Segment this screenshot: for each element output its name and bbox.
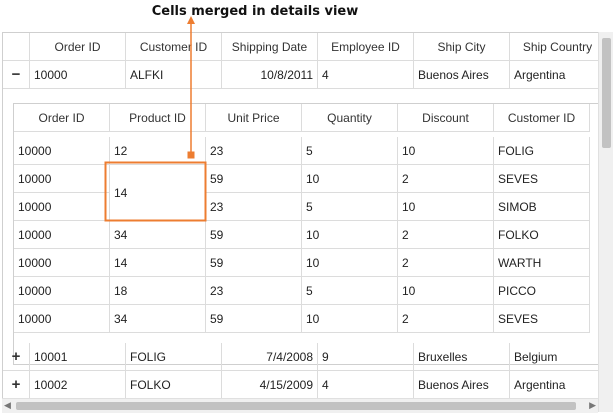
detail-cell-customer-id[interactable]: SEVES (494, 165, 590, 193)
detail-row[interactable]: 10000 23 5 10 SIMOB (14, 193, 590, 221)
cell-order-id[interactable]: 10001 (30, 343, 126, 371)
callout-label: Cells merged in details view (151, 4, 359, 19)
detail-cell-quantity[interactable]: 5 (302, 137, 398, 165)
col-header-shipping-date[interactable]: Shipping Date (222, 33, 318, 61)
detail-cell-customer-id[interactable]: FOLKO (494, 221, 590, 249)
detail-cell-quantity[interactable]: 10 (302, 249, 398, 277)
detail-cell-product-id[interactable]: 14 (110, 249, 206, 277)
detail-cell-order-id[interactable]: 10000 (14, 193, 110, 221)
detail-cell-quantity[interactable]: 5 (302, 193, 398, 221)
detail-cell-quantity[interactable]: 10 (302, 165, 398, 193)
detail-cell-unit-price[interactable]: 59 (206, 165, 302, 193)
cell-shipping-date[interactable]: 10/8/2011 (222, 61, 318, 89)
cell-order-id[interactable]: 10000 (30, 61, 126, 89)
cell-employee-id[interactable]: 4 (318, 61, 414, 89)
cell-ship-city[interactable]: Bruxelles (414, 343, 510, 371)
parent-header-row: Order ID Customer ID Shipping Date Emplo… (3, 33, 599, 61)
detail-cell-unit-price[interactable]: 23 (206, 277, 302, 305)
detail-cell-product-id[interactable]: 34 (110, 305, 206, 333)
expander-header (3, 33, 30, 61)
scroll-left-icon[interactable]: ◀ (4, 400, 11, 410)
detail-cell-discount[interactable]: 10 (398, 277, 494, 305)
detail-col-header-quantity[interactable]: Quantity (302, 104, 398, 132)
detail-cell-order-id[interactable]: 10000 (14, 137, 110, 165)
col-header-order-id[interactable]: Order ID (30, 33, 126, 61)
table-row[interactable]: + 10001 FOLIG 7/4/2008 9 Bruxelles Belgi… (3, 343, 599, 371)
horizontal-scroll-thumb[interactable] (16, 402, 576, 410)
detail-row[interactable]: 10000 34 59 10 2 SEVES (14, 305, 590, 333)
table-row[interactable]: + 10002 FOLKO 4/15/2009 4 Buenos Aires A… (3, 371, 599, 399)
collapse-icon[interactable]: − (3, 61, 30, 89)
cell-ship-country[interactable]: Argentina (510, 371, 599, 399)
detail-cell-product-id[interactable]: 12 (110, 137, 206, 165)
cell-customer-id[interactable]: FOLIG (126, 343, 222, 371)
detail-col-header-customer-id[interactable]: Customer ID (494, 104, 590, 132)
col-header-customer-id[interactable]: Customer ID (126, 33, 222, 61)
detail-cell-customer-id[interactable]: WARTH (494, 249, 590, 277)
cell-customer-id[interactable]: FOLKO (126, 371, 222, 399)
detail-cell-unit-price[interactable]: 59 (206, 305, 302, 333)
details-view[interactable]: Order ID Product ID Unit Price Quantity … (13, 103, 599, 365)
detail-cell-customer-id[interactable]: SIMOB (494, 193, 590, 221)
detail-cell-discount[interactable]: 2 (398, 305, 494, 333)
detail-cell-unit-price[interactable]: 23 (206, 193, 302, 221)
merged-product-id-cell[interactable]: 14 (110, 165, 206, 221)
detail-row[interactable]: 10000 34 59 10 2 FOLKO (14, 221, 590, 249)
scroll-right-icon[interactable]: ▶ (589, 400, 596, 410)
cell-ship-country[interactable]: Argentina (510, 61, 599, 89)
vertical-scrollbar[interactable] (598, 32, 613, 412)
detail-cell-order-id[interactable]: 10000 (14, 165, 110, 193)
detail-cell-order-id[interactable]: 10000 (14, 221, 110, 249)
detail-cell-customer-id[interactable]: FOLIG (494, 137, 590, 165)
detail-row[interactable]: 10000 14 59 10 2 WARTH (14, 249, 590, 277)
detail-cell-discount[interactable]: 10 (398, 193, 494, 221)
detail-cell-discount[interactable]: 2 (398, 221, 494, 249)
detail-cell-order-id[interactable]: 10000 (14, 249, 110, 277)
cell-shipping-date[interactable]: 4/15/2009 (222, 371, 318, 399)
detail-cell-order-id[interactable]: 10000 (14, 277, 110, 305)
cell-ship-country[interactable]: Belgium (510, 343, 599, 371)
detail-col-header-discount[interactable]: Discount (398, 104, 494, 132)
col-header-ship-city[interactable]: Ship City (414, 33, 510, 61)
detail-cell-unit-price[interactable]: 59 (206, 249, 302, 277)
detail-row[interactable]: 10000 18 23 5 10 PICCO (14, 277, 590, 305)
detail-cell-quantity[interactable]: 5 (302, 277, 398, 305)
table-row[interactable]: − 10000 ALFKI 10/8/2011 4 Buenos Aires A… (3, 61, 599, 89)
vertical-scroll-thumb[interactable] (602, 38, 611, 148)
col-header-employee-id[interactable]: Employee ID (318, 33, 414, 61)
cell-order-id[interactable]: 10002 (30, 371, 126, 399)
detail-col-header-product-id[interactable]: Product ID (110, 104, 206, 132)
detail-cell-product-id[interactable]: 18 (110, 277, 206, 305)
cell-customer-id[interactable]: ALFKI (126, 61, 222, 89)
cell-ship-city[interactable]: Buenos Aires (414, 371, 510, 399)
detail-cell-customer-id[interactable]: PICCO (494, 277, 590, 305)
detail-cell-discount[interactable]: 2 (398, 165, 494, 193)
expand-icon[interactable]: + (3, 343, 30, 371)
orders-grid[interactable]: Order ID Customer ID Shipping Date Emplo… (2, 32, 599, 400)
cell-employee-id[interactable]: 9 (318, 343, 414, 371)
detail-cell-quantity[interactable]: 10 (302, 305, 398, 333)
cell-employee-id[interactable]: 4 (318, 371, 414, 399)
detail-row[interactable]: 10000 12 23 5 10 FOLIG (14, 137, 590, 165)
detail-col-header-order-id[interactable]: Order ID (14, 104, 110, 132)
detail-cell-unit-price[interactable]: 59 (206, 221, 302, 249)
col-header-ship-country[interactable]: Ship Country (510, 33, 599, 61)
cell-shipping-date[interactable]: 7/4/2008 (222, 343, 318, 371)
detail-cell-product-id[interactable]: 34 (110, 221, 206, 249)
detail-cell-customer-id[interactable]: SEVES (494, 305, 590, 333)
expand-icon[interactable]: + (3, 371, 30, 399)
detail-row[interactable]: 10000 59 10 2 SEVES (14, 165, 590, 193)
horizontal-scrollbar[interactable]: ◀ ▶ (2, 398, 598, 413)
detail-cell-unit-price[interactable]: 23 (206, 137, 302, 165)
detail-cell-discount[interactable]: 10 (398, 137, 494, 165)
detail-cell-quantity[interactable]: 10 (302, 221, 398, 249)
detail-cell-discount[interactable]: 2 (398, 249, 494, 277)
detail-header-row: Order ID Product ID Unit Price Quantity … (14, 104, 590, 132)
detail-col-header-unit-price[interactable]: Unit Price (206, 104, 302, 132)
cell-ship-city[interactable]: Buenos Aires (414, 61, 510, 89)
detail-cell-order-id[interactable]: 10000 (14, 305, 110, 333)
